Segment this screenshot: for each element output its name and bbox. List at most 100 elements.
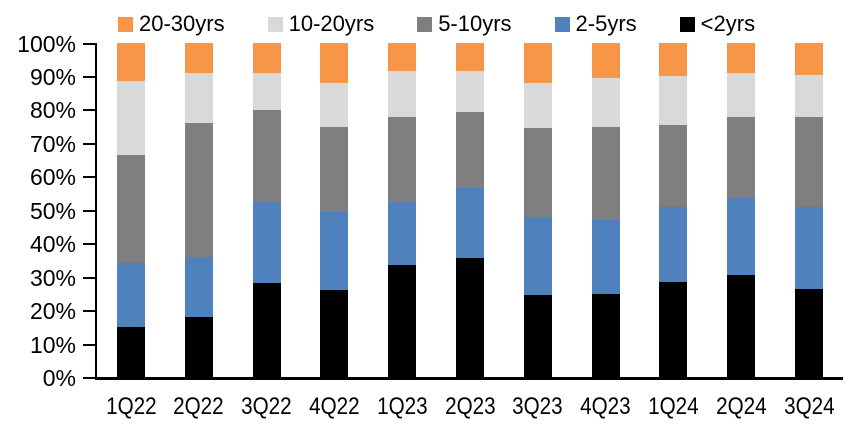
x-tick-label-1q24: 1Q24 [648, 393, 699, 420]
segment-10-20yrs [523, 83, 552, 129]
segment-20-30yrs [252, 43, 281, 74]
y-tick-mark [83, 142, 96, 145]
segment-20-30yrs [388, 43, 417, 72]
segment-20-30yrs [116, 43, 145, 82]
segment-10-20yrs [184, 73, 213, 124]
y-tick-mark [83, 310, 96, 313]
legend-item-10-20yrs: 10-20yrs [267, 11, 375, 36]
legend-label: <2yrs [700, 11, 756, 36]
segment-20-30yrs [523, 43, 552, 84]
bar-1q22 [116, 43, 145, 377]
y-tick-label: 30% [29, 264, 76, 291]
x-tick-label-3q22: 3Q22 [241, 393, 292, 420]
segment-2-5yrs [320, 211, 349, 291]
segment-10-20yrs [455, 71, 484, 112]
bar-3q22 [252, 43, 281, 377]
segment-2-5yrs [659, 206, 688, 282]
segment-5-10yrs [659, 124, 688, 207]
x-axis-labels: 1Q22 2Q22 3Q22 4Q22 1Q23 2Q23 3Q23 4Q23 1Q24 2Q24… [97, 394, 843, 420]
segment-5-10yrs [320, 126, 349, 212]
legend-swatch-20-30yrs [118, 16, 133, 32]
legend-swatch-2-5yrs [554, 16, 570, 32]
segment-20-30yrs [591, 43, 620, 79]
legend-label: 10-20yrs [288, 11, 375, 36]
x-tick-label-3q23: 3Q23 [512, 393, 564, 420]
segment-5-10yrs [727, 116, 756, 199]
legend-item-20-30yrs: 20-30yrs [118, 13, 225, 35]
bar-2q23 [455, 43, 484, 377]
segment-10-20yrs [659, 76, 688, 125]
y-tick-label: 40% [29, 231, 76, 258]
segment-20-30yrs [320, 43, 349, 84]
y-tick-label: 100% [17, 30, 76, 57]
segment-2yrs [320, 290, 349, 377]
segment-2-5yrs [116, 263, 145, 327]
x-tick-label-2q23: 2Q23 [444, 393, 496, 420]
segment-10-20yrs [388, 71, 417, 117]
x-tick-label-3q24: 3Q24 [783, 393, 835, 420]
legend-swatch-10-20yrs [267, 16, 283, 32]
x-tick-label-2q22: 2Q22 [173, 393, 224, 420]
y-axis-line [95, 43, 97, 380]
segment-20-30yrs [659, 43, 688, 77]
legend-swatch-5-10yrs [417, 16, 433, 32]
y-tick-mark [83, 75, 96, 78]
x-tick-label-4q22: 4Q22 [309, 393, 360, 420]
x-tick-label-1q22: 1Q22 [105, 393, 157, 420]
segment-10-20yrs [795, 74, 824, 117]
y-tick-mark [83, 42, 96, 45]
segment-2-5yrs [388, 201, 417, 266]
segment-2yrs [388, 265, 417, 377]
y-tick-mark [83, 276, 96, 279]
y-tick-mark [83, 243, 96, 246]
segment-10-20yrs [727, 73, 756, 117]
bar-3q24 [795, 43, 824, 377]
segment-20-30yrs [184, 43, 213, 74]
y-tick-label: 80% [29, 97, 76, 124]
y-tick-mark [83, 343, 96, 346]
bar-2q24 [727, 43, 756, 377]
y-tick-label: 70% [29, 130, 76, 157]
x-tick-label-2q24: 2Q24 [715, 393, 767, 420]
segment-5-10yrs [455, 111, 484, 189]
bar-2q22 [184, 43, 213, 377]
segment-2yrs [591, 293, 620, 377]
segment-2yrs [795, 288, 824, 377]
segment-10-20yrs [252, 73, 281, 110]
legend-label: 2-5yrs [575, 11, 637, 36]
segment-2yrs [184, 316, 213, 377]
y-tick-label: 50% [29, 197, 76, 224]
y-tick-mark [83, 109, 96, 112]
y-tick-mark [83, 377, 96, 379]
y-tick-label: 20% [29, 298, 76, 325]
legend-item-5-10yrs: 5-10yrs [417, 11, 512, 36]
segment-2-5yrs [523, 216, 552, 296]
legend-item-2-5yrs: 2-5yrs [554, 11, 637, 36]
y-tick-label: 60% [29, 164, 76, 191]
y-tick-label: 10% [29, 331, 76, 358]
bar-1q23 [388, 43, 417, 377]
segment-2-5yrs [252, 201, 281, 284]
segment-5-10yrs [591, 126, 620, 221]
segment-20-30yrs [795, 43, 824, 75]
y-tick-mark [83, 209, 96, 212]
segment-5-10yrs [252, 109, 281, 202]
bar-1q24 [659, 43, 688, 377]
segment-2-5yrs [591, 220, 620, 294]
segment-2-5yrs [795, 206, 824, 289]
plot-area [97, 43, 843, 377]
segment-20-30yrs [727, 43, 756, 74]
segment-2-5yrs [455, 188, 484, 259]
legend-label: 5-10yrs [438, 11, 512, 36]
x-tick-label-4q23: 4Q23 [580, 393, 631, 420]
y-tick-mark [83, 176, 96, 179]
segment-10-20yrs [116, 81, 145, 155]
segment-2yrs [252, 283, 281, 377]
x-axis-line [95, 377, 843, 380]
segment-5-10yrs [184, 123, 213, 257]
bar-4q23 [591, 43, 620, 377]
legend-swatch-2yrs [679, 16, 695, 32]
segment-2yrs [659, 281, 688, 377]
bar-4q22 [320, 43, 349, 377]
